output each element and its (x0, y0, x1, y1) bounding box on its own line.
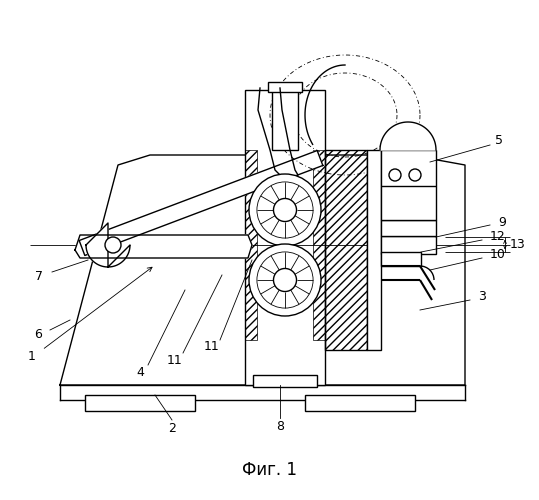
Text: 5: 5 (495, 134, 503, 146)
Text: 13: 13 (510, 238, 526, 250)
Text: 10: 10 (490, 248, 506, 262)
Bar (253, 375, 317, 387)
Bar (381, 236, 436, 254)
Text: 11: 11 (204, 340, 220, 353)
Bar (85, 395, 195, 411)
Bar (367, 150, 381, 350)
Polygon shape (60, 385, 465, 400)
Text: 7: 7 (35, 270, 43, 282)
Bar (381, 252, 421, 266)
Polygon shape (86, 223, 130, 267)
Circle shape (249, 174, 321, 246)
Text: Фиг. 1: Фиг. 1 (241, 461, 296, 479)
Text: 12: 12 (490, 230, 506, 243)
Bar (313, 150, 325, 340)
Bar (305, 395, 415, 411)
Circle shape (249, 244, 321, 316)
Bar (325, 150, 367, 350)
Bar (272, 88, 298, 150)
Circle shape (409, 169, 421, 181)
Polygon shape (75, 235, 252, 258)
Polygon shape (60, 155, 465, 385)
Bar (381, 220, 436, 236)
Polygon shape (380, 122, 436, 150)
Circle shape (273, 268, 296, 291)
Circle shape (389, 169, 401, 181)
Text: 2: 2 (168, 422, 176, 434)
Bar (268, 82, 302, 92)
Text: 3: 3 (478, 290, 486, 304)
Text: 11: 11 (167, 354, 183, 366)
Text: 9: 9 (498, 216, 506, 228)
Bar (381, 150, 436, 220)
Circle shape (273, 198, 296, 222)
Polygon shape (79, 150, 323, 256)
Text: 1: 1 (28, 350, 36, 364)
Text: 8: 8 (276, 420, 284, 432)
Bar (245, 90, 325, 385)
Text: 6: 6 (34, 328, 42, 340)
Text: 4: 4 (136, 366, 144, 378)
Bar (245, 150, 257, 340)
Circle shape (105, 237, 121, 253)
